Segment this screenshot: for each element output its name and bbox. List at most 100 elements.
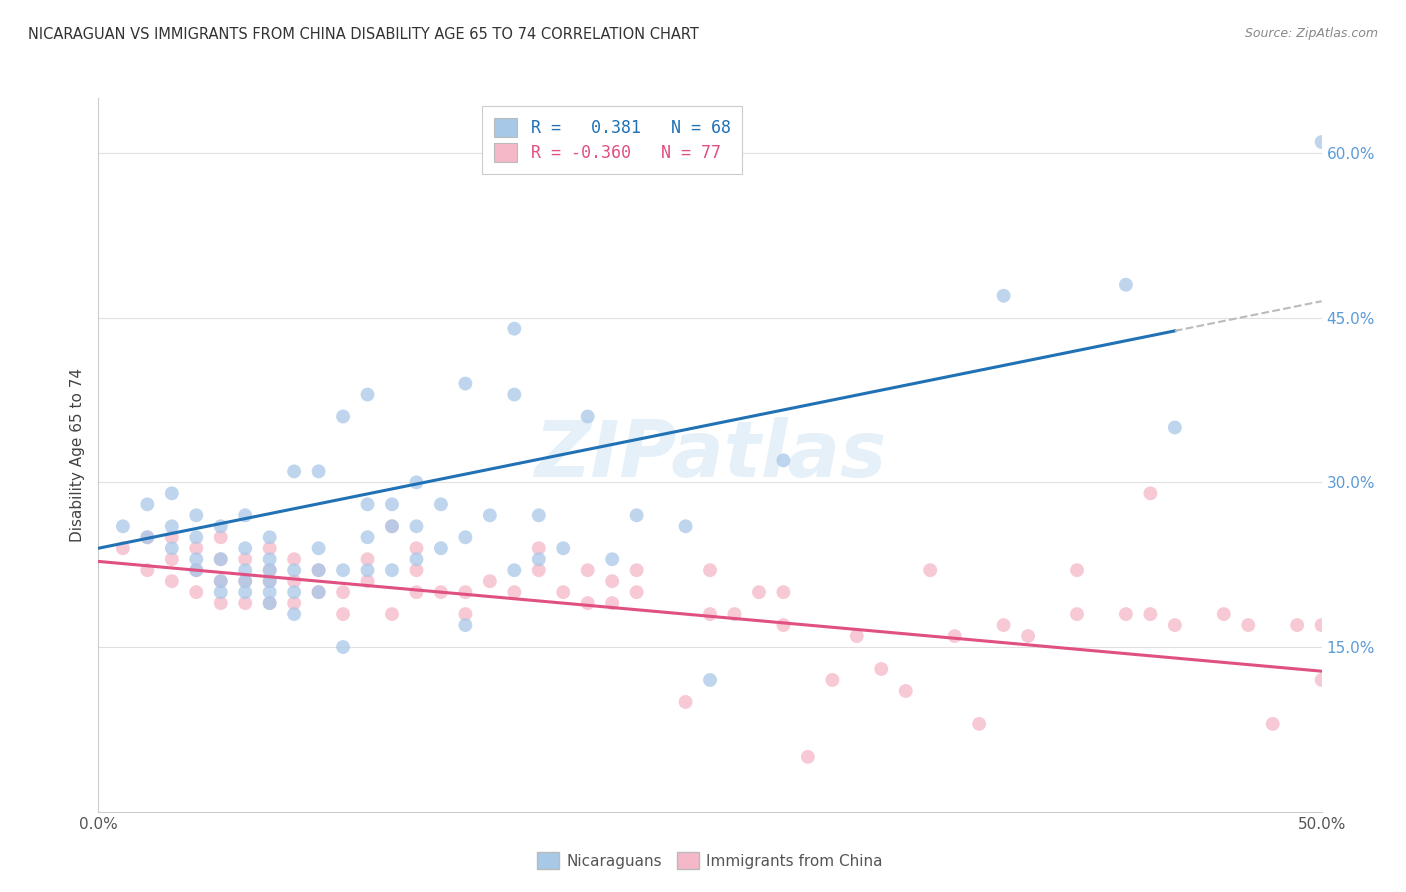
Point [1164, 618, 1187, 632]
Point [136, 497, 159, 511]
Point [527, 508, 550, 523]
Point [576, 409, 599, 424]
Point [1261, 717, 1284, 731]
Point [160, 486, 183, 500]
Point [332, 563, 354, 577]
Point [478, 508, 501, 523]
Point [160, 519, 183, 533]
Point [1310, 618, 1333, 632]
Point [675, 519, 697, 533]
Point [209, 519, 232, 533]
Legend: Nicaraguans, Immigrants from China: Nicaraguans, Immigrants from China [531, 846, 889, 875]
Point [454, 530, 477, 544]
Point [454, 585, 477, 599]
Point [160, 552, 183, 566]
Point [259, 530, 281, 544]
Point [430, 585, 453, 599]
Point [209, 596, 232, 610]
Point [527, 563, 550, 577]
Point [1115, 277, 1137, 292]
Point [1286, 618, 1309, 632]
Point [894, 684, 917, 698]
Point [308, 563, 330, 577]
Point [233, 596, 256, 610]
Point [381, 519, 404, 533]
Point [405, 519, 427, 533]
Text: NICARAGUAN VS IMMIGRANTS FROM CHINA DISABILITY AGE 65 TO 74 CORRELATION CHART: NICARAGUAN VS IMMIGRANTS FROM CHINA DISA… [28, 27, 699, 42]
Point [209, 574, 232, 589]
Point [600, 596, 623, 610]
Point [699, 563, 721, 577]
Point [430, 541, 453, 556]
Point [405, 585, 427, 599]
Point [259, 585, 281, 599]
Point [136, 530, 159, 544]
Point [626, 508, 648, 523]
Point [233, 508, 256, 523]
Point [723, 607, 745, 621]
Point [503, 563, 526, 577]
Point [160, 574, 183, 589]
Point [136, 530, 159, 544]
Point [527, 541, 550, 556]
Point [283, 607, 305, 621]
Point [626, 563, 648, 577]
Text: Source: ZipAtlas.com: Source: ZipAtlas.com [1244, 27, 1378, 40]
Point [381, 497, 404, 511]
Point [943, 629, 966, 643]
Point [233, 574, 256, 589]
Point [454, 376, 477, 391]
Point [111, 541, 134, 556]
Point [233, 574, 256, 589]
Point [845, 629, 868, 643]
Y-axis label: Disability Age 65 to 74: Disability Age 65 to 74 [70, 368, 86, 542]
Point [259, 552, 281, 566]
Point [503, 321, 526, 335]
Point [356, 563, 378, 577]
Point [600, 574, 623, 589]
Point [308, 541, 330, 556]
Point [626, 585, 648, 599]
Point [209, 530, 232, 544]
Point [1310, 673, 1333, 687]
Text: ZIPatlas: ZIPatlas [534, 417, 886, 493]
Point [993, 618, 1015, 632]
Point [233, 541, 256, 556]
Point [186, 530, 208, 544]
Point [233, 585, 256, 599]
Point [381, 519, 404, 533]
Point [332, 607, 354, 621]
Point [259, 596, 281, 610]
Point [186, 541, 208, 556]
Point [503, 387, 526, 401]
Point [553, 585, 575, 599]
Point [405, 475, 427, 490]
Point [1066, 563, 1088, 577]
Point [430, 497, 453, 511]
Point [283, 464, 305, 478]
Point [186, 563, 208, 577]
Point [186, 563, 208, 577]
Point [772, 585, 794, 599]
Point [283, 585, 305, 599]
Point [454, 607, 477, 621]
Point [308, 563, 330, 577]
Point [772, 618, 794, 632]
Point [381, 563, 404, 577]
Point [454, 618, 477, 632]
Point [675, 695, 697, 709]
Point [308, 464, 330, 478]
Point [136, 563, 159, 577]
Point [186, 508, 208, 523]
Point [920, 563, 942, 577]
Point [1139, 607, 1161, 621]
Point [356, 530, 378, 544]
Point [405, 563, 427, 577]
Point [797, 749, 820, 764]
Point [381, 607, 404, 621]
Point [332, 585, 354, 599]
Point [870, 662, 893, 676]
Point [209, 574, 232, 589]
Point [186, 585, 208, 599]
Point [1310, 135, 1333, 149]
